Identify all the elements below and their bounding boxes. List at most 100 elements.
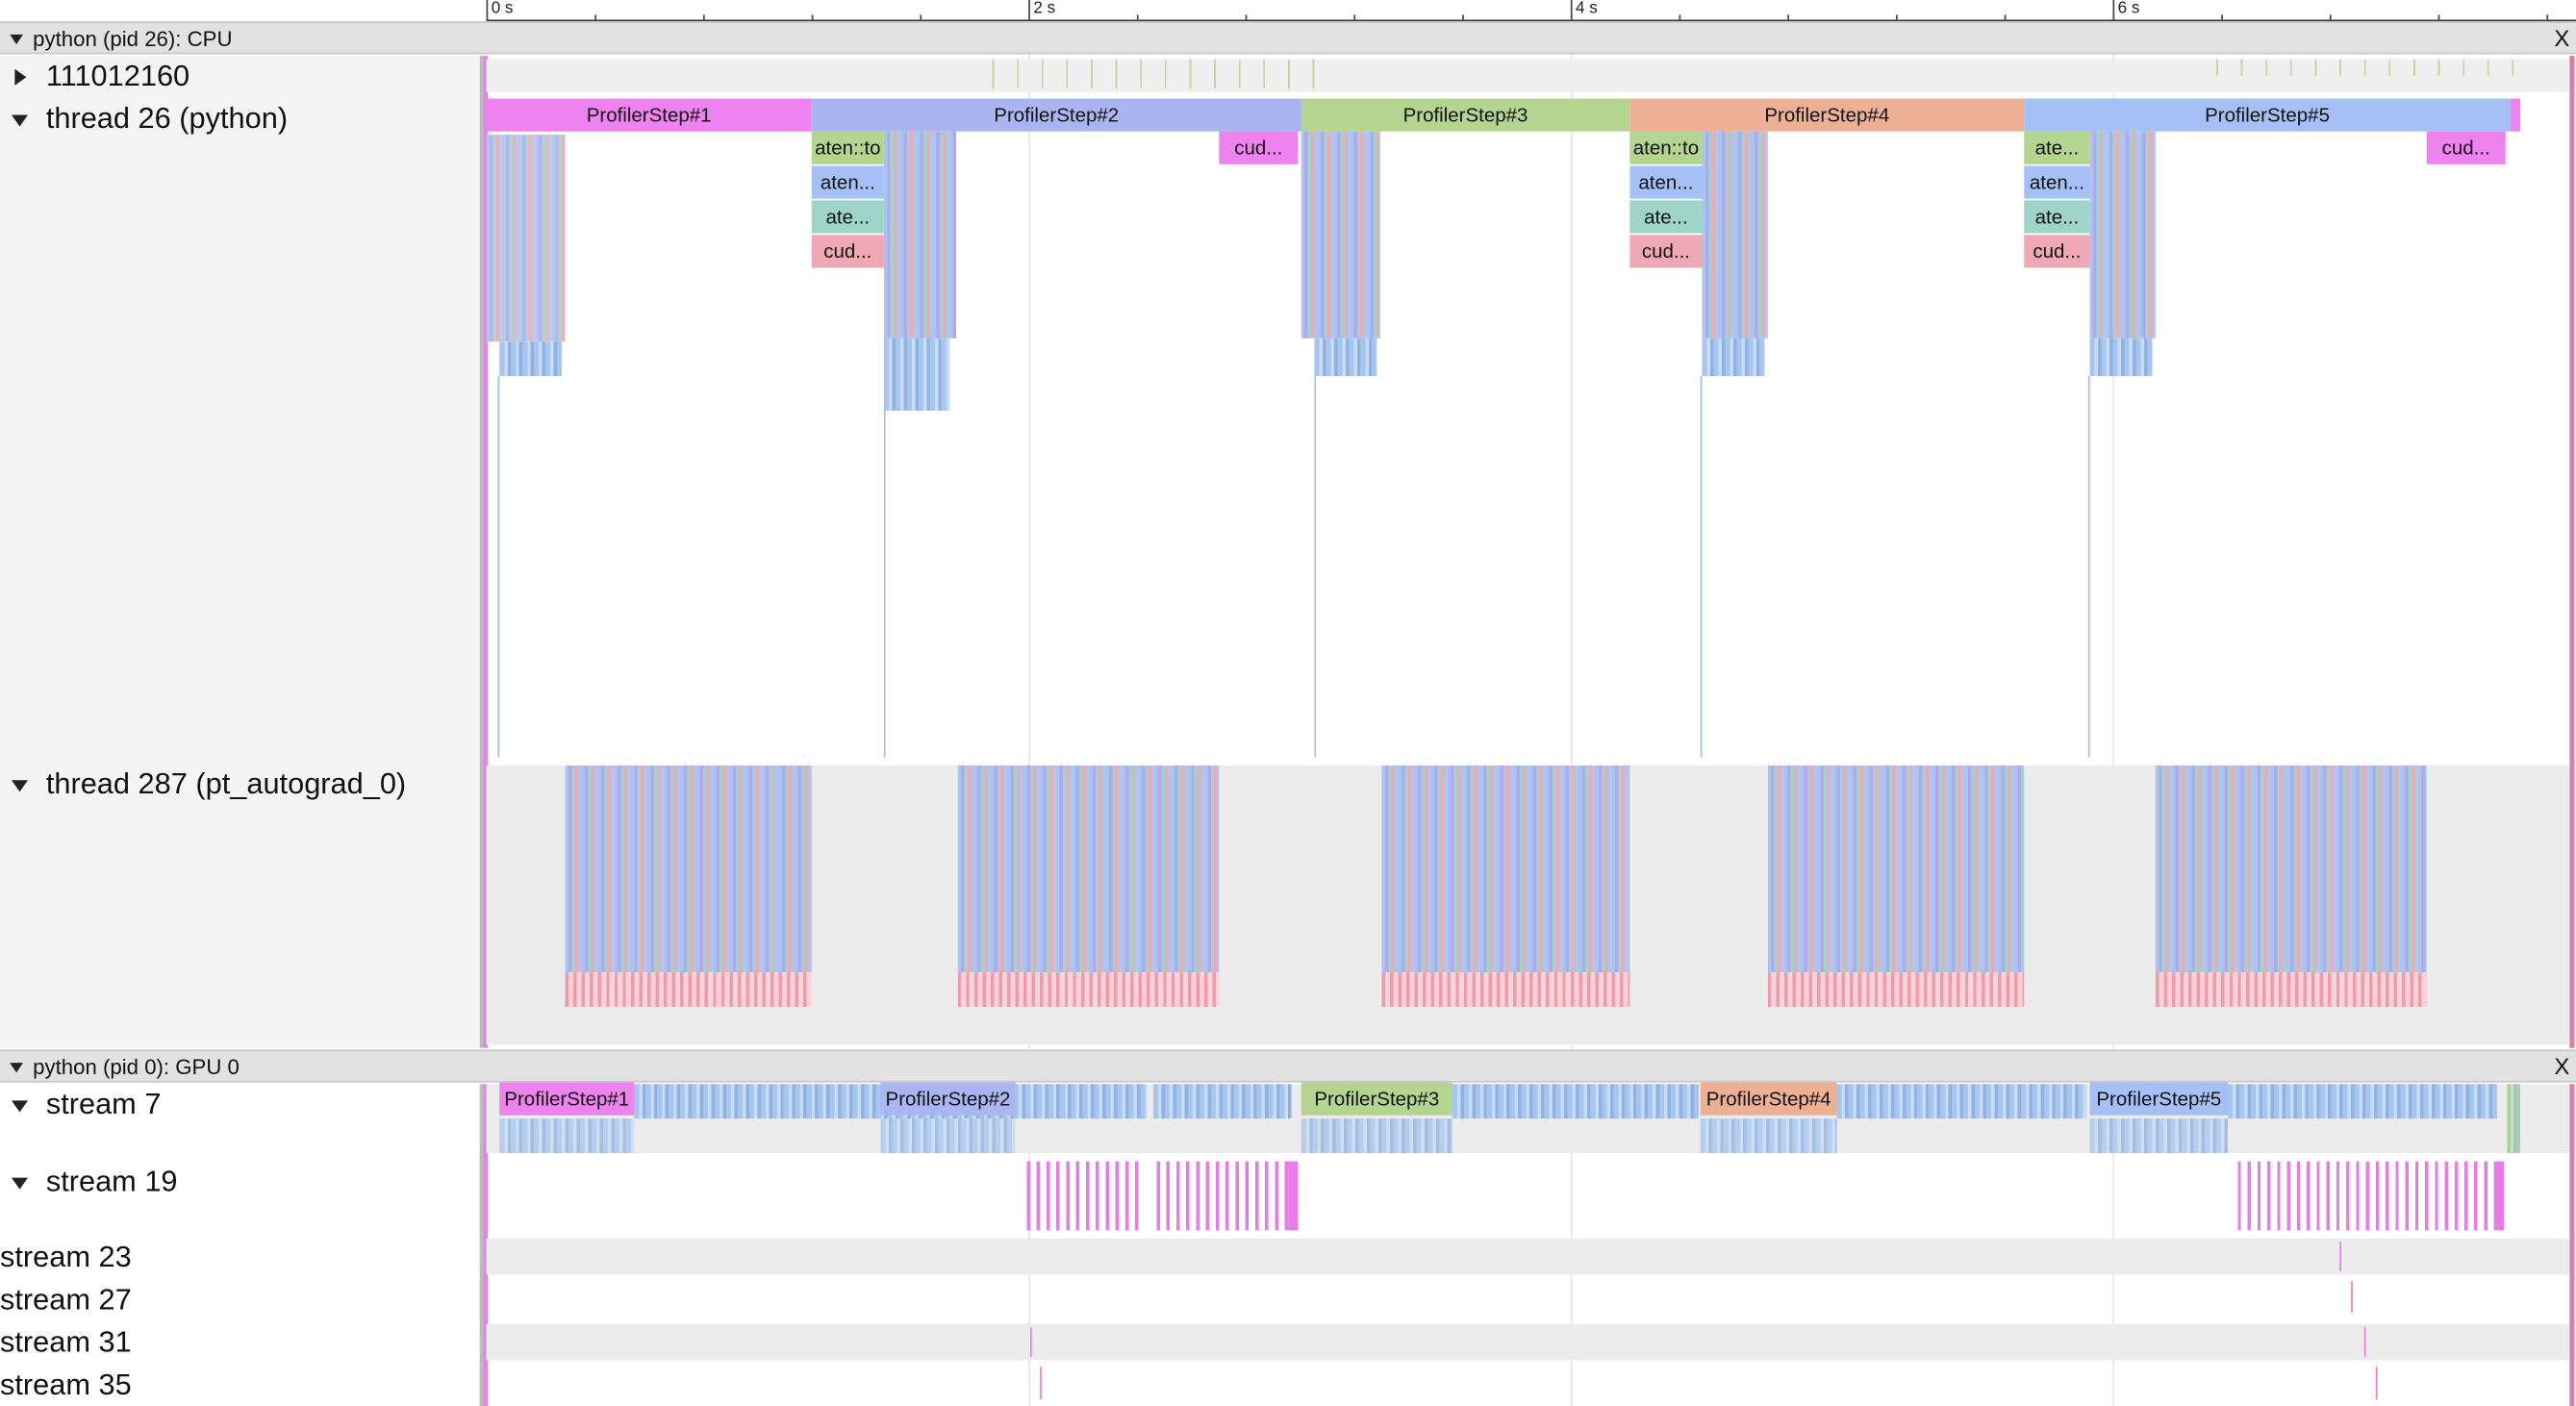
gpu-kernels[interactable] xyxy=(1452,1084,1700,1119)
autograd-slices[interactable] xyxy=(2155,765,2427,973)
collapse-icon[interactable] xyxy=(11,1100,29,1113)
cuda-slice[interactable]: cud... xyxy=(1219,131,1299,164)
collapse-icon[interactable] xyxy=(10,34,23,45)
collapse-icon[interactable] xyxy=(10,1063,23,1073)
cpu-process-title: python (pid 26): CPU xyxy=(33,26,233,51)
gpu-profiler-step[interactable]: ProfilerStep#2 xyxy=(880,1082,1016,1116)
stream-label: stream 31 xyxy=(0,1325,132,1359)
time-ruler: 0 s 2 s 4 s 6 s xyxy=(0,0,2576,22)
autograd-slices[interactable] xyxy=(1381,972,1630,1008)
profiler-step-tail[interactable] xyxy=(2510,98,2521,132)
cuda-slice[interactable]: cud... xyxy=(2426,131,2506,164)
collapse-icon[interactable] xyxy=(11,1177,29,1190)
aten-to-slice[interactable]: aten::to xyxy=(811,131,884,164)
grid-line xyxy=(1570,22,1573,1406)
stream-label: stream 27 xyxy=(0,1282,132,1317)
gpu-kernels[interactable] xyxy=(2228,1084,2498,1119)
autograd-slices[interactable] xyxy=(1767,972,2025,1008)
cuda-slice[interactable]: cud... xyxy=(811,235,884,268)
gpu-kernels[interactable] xyxy=(2237,1161,2494,1231)
aten-slice[interactable]: aten... xyxy=(2024,165,2090,199)
cpu-process-header[interactable]: python (pid 26): CPU X xyxy=(0,21,2576,55)
gpu-kernels[interactable] xyxy=(2507,1084,2521,1154)
gpu-kernels[interactable] xyxy=(2089,1118,2229,1154)
time-cursor-right xyxy=(2569,1084,2575,1406)
gpu-track-labels xyxy=(0,1084,480,1406)
child-slices[interactable] xyxy=(2089,338,2153,377)
cuda-slice[interactable]: cud... xyxy=(1629,235,1703,268)
child-slices[interactable] xyxy=(499,341,563,377)
expand-icon[interactable] xyxy=(14,68,27,86)
gpu-process-header[interactable]: python (pid 0): GPU 0 X xyxy=(0,1049,2576,1083)
collapse-icon[interactable] xyxy=(11,114,29,127)
autograd-thread-label: thread 287 (pt_autograd_0) xyxy=(45,766,407,800)
stream-31-lane[interactable] xyxy=(486,1323,2570,1361)
time-cursor-left xyxy=(483,56,489,1048)
gpu-kernel[interactable] xyxy=(2351,1281,2353,1313)
gpu-kernels[interactable] xyxy=(1836,1084,2087,1119)
autograd-slices[interactable] xyxy=(1381,765,1630,973)
aten-slice[interactable]: ate... xyxy=(2024,131,2090,164)
child-slices[interactable] xyxy=(1702,338,1765,377)
stream-label: stream 23 xyxy=(0,1240,132,1273)
child-slices[interactable] xyxy=(2089,131,2156,339)
gpu-kernel[interactable] xyxy=(2363,1327,2366,1357)
profiler-step-slice[interactable]: ProfilerStep#5 xyxy=(2024,98,2511,132)
child-slices[interactable] xyxy=(1314,338,1377,377)
gpu-kernels[interactable] xyxy=(1156,1161,1289,1231)
child-slices xyxy=(2087,376,2090,758)
child-slices[interactable] xyxy=(883,338,950,411)
child-slices xyxy=(883,411,886,758)
gpu-profiler-step[interactable]: ProfilerStep#3 xyxy=(1301,1082,1452,1116)
time-cursor-right xyxy=(2569,56,2575,1048)
ruler-label-6: 6 s xyxy=(2117,0,2140,18)
grid-line xyxy=(1028,22,1030,1406)
aten-slice[interactable]: ate... xyxy=(2024,200,2090,234)
autograd-slices[interactable] xyxy=(957,765,1220,973)
gpu-kernels[interactable] xyxy=(1026,1161,1143,1231)
profiler-step-slice[interactable]: ProfilerStep#2 xyxy=(811,98,1301,132)
profiler-step-slice[interactable]: ProfilerStep#4 xyxy=(1629,98,2025,132)
aten-slice[interactable]: aten... xyxy=(811,165,884,199)
gpu-kernel[interactable] xyxy=(1029,1327,1032,1357)
gpu-kernel[interactable] xyxy=(2339,1242,2341,1271)
autograd-slices[interactable] xyxy=(2155,972,2427,1008)
gpu-profiler-step[interactable]: ProfilerStep#4 xyxy=(1700,1082,1837,1116)
gpu-kernels[interactable] xyxy=(2493,1161,2504,1231)
gpu-kernels[interactable] xyxy=(880,1118,1016,1154)
autograd-slices[interactable] xyxy=(1767,765,2025,973)
gpu-kernels[interactable] xyxy=(1301,1118,1452,1154)
aten-slice[interactable]: ate... xyxy=(1629,200,1703,234)
profiler-step-slice[interactable]: ProfilerStep#1 xyxy=(486,98,812,132)
close-icon[interactable]: X xyxy=(2554,24,2570,51)
time-cursor-left xyxy=(483,1084,489,1406)
child-slices[interactable] xyxy=(1301,131,1380,339)
cuda-slice[interactable]: cud... xyxy=(2024,235,2090,268)
aten-slice[interactable]: ate... xyxy=(811,200,884,234)
profiler-step-slice[interactable]: ProfilerStep#3 xyxy=(1301,98,1630,132)
aten-to-slice[interactable]: aten::to xyxy=(1629,131,1703,164)
gpu-kernel[interactable] xyxy=(2375,1367,2378,1400)
gpu-kernels[interactable] xyxy=(1288,1161,1299,1231)
gpu-profiler-step[interactable]: ProfilerStep#1 xyxy=(499,1082,635,1116)
collapse-icon[interactable] xyxy=(11,780,29,792)
gpu-kernels[interactable] xyxy=(499,1118,635,1154)
child-slices[interactable] xyxy=(883,131,957,339)
autograd-slices[interactable] xyxy=(957,972,1220,1008)
ruler-label-0: 0 s xyxy=(491,0,514,18)
gpu-kernel[interactable] xyxy=(1040,1367,1042,1400)
child-slices xyxy=(1700,376,1703,758)
grid-line xyxy=(2112,22,2115,1406)
gpu-kernels[interactable] xyxy=(1700,1118,1837,1154)
aten-slice[interactable]: aten... xyxy=(1629,165,1703,199)
autograd-slices[interactable] xyxy=(565,765,812,973)
stream-23-lane[interactable] xyxy=(486,1238,2570,1275)
autograd-slices[interactable] xyxy=(565,972,812,1008)
child-slices[interactable] xyxy=(1702,131,1768,339)
child-slices[interactable] xyxy=(486,135,566,342)
child-slices xyxy=(497,376,500,758)
close-icon[interactable]: X xyxy=(2554,1052,2570,1080)
gpu-profiler-step[interactable]: ProfilerStep#5 xyxy=(2089,1082,2229,1116)
child-slices xyxy=(1314,376,1317,758)
gpu-kernels[interactable] xyxy=(1153,1084,1292,1119)
